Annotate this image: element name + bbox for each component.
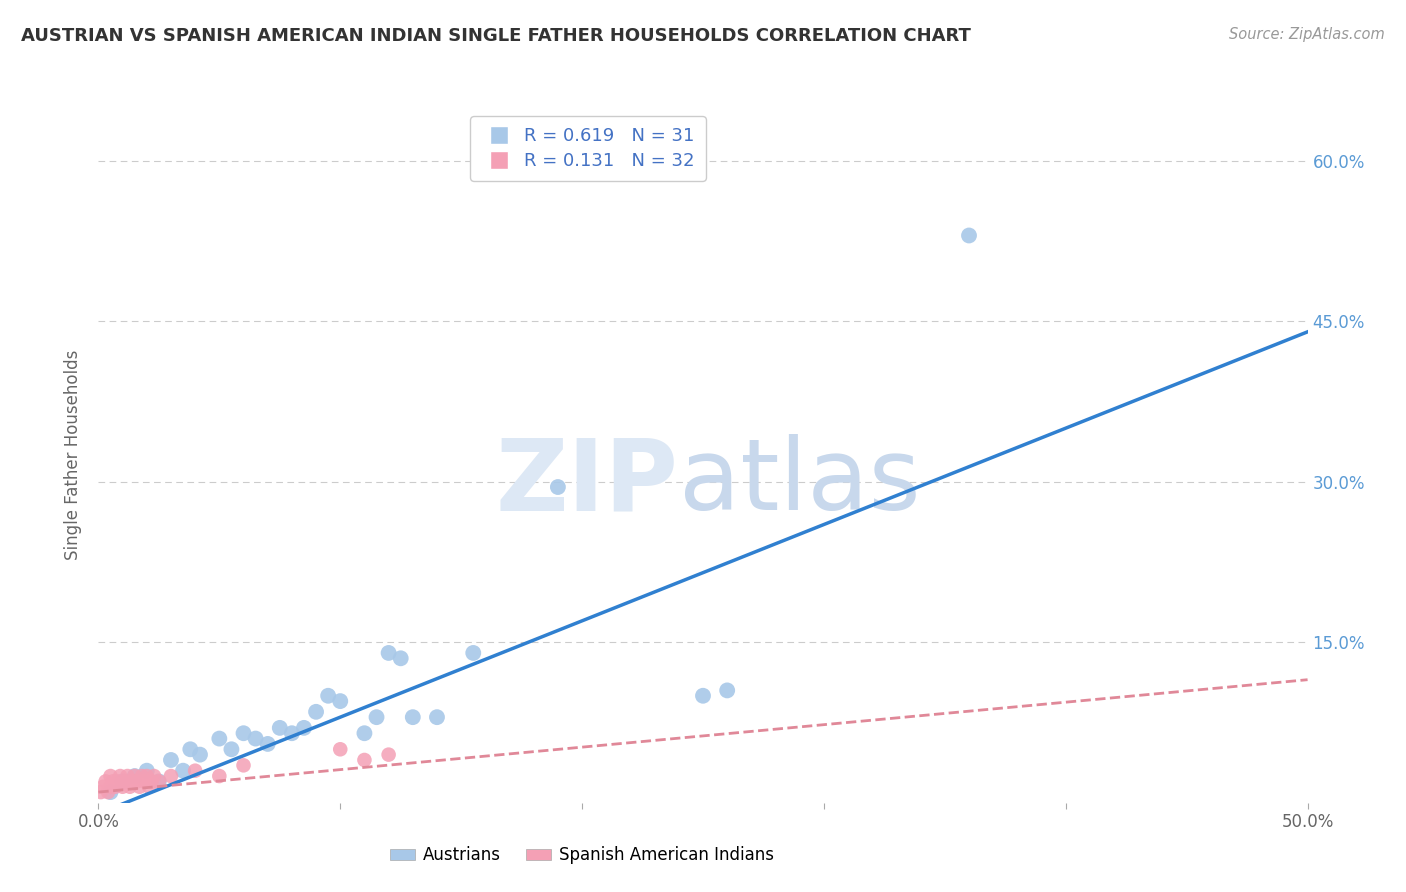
Point: [221, 742, 243, 756]
Point: [97, 785, 120, 799]
Point: [232, 726, 254, 740]
Point: [353, 753, 375, 767]
Point: [111, 780, 134, 794]
Point: [101, 774, 124, 789]
Point: [90, 785, 112, 799]
Point: [377, 747, 399, 762]
Point: [232, 758, 254, 772]
Point: [316, 689, 339, 703]
Point: [160, 769, 183, 783]
Point: [281, 726, 304, 740]
Point: [135, 764, 157, 778]
Point: [329, 742, 352, 756]
Text: atlas: atlas: [679, 434, 921, 532]
Point: [111, 774, 134, 789]
Point: [148, 774, 170, 789]
Point: [463, 646, 485, 660]
Point: [716, 683, 738, 698]
Text: ZIP: ZIP: [496, 434, 679, 532]
Text: AUSTRIAN VS SPANISH AMERICAN INDIAN SINGLE FATHER HOUSEHOLDS CORRELATION CHART: AUSTRIAN VS SPANISH AMERICAN INDIAN SING…: [21, 27, 972, 45]
Point: [245, 731, 267, 746]
Y-axis label: Single Father Households: Single Father Households: [65, 350, 83, 560]
Point: [143, 769, 166, 783]
Point: [426, 710, 449, 724]
Point: [547, 480, 569, 494]
Point: [188, 747, 211, 762]
Legend: Austrians, Spanish American Indians: Austrians, Spanish American Indians: [382, 839, 782, 871]
Point: [184, 764, 207, 778]
Point: [377, 646, 399, 660]
Point: [100, 769, 122, 783]
Point: [100, 780, 122, 794]
Point: [131, 769, 153, 783]
Point: [107, 774, 129, 789]
Point: [957, 228, 980, 243]
Point: [128, 780, 150, 794]
Point: [121, 774, 143, 789]
Point: [124, 769, 146, 783]
Point: [117, 769, 139, 783]
Point: [104, 780, 127, 794]
Point: [124, 769, 146, 783]
Point: [91, 780, 114, 794]
Point: [134, 774, 156, 789]
Point: [172, 764, 194, 778]
Point: [100, 785, 122, 799]
Point: [94, 774, 117, 789]
Point: [138, 780, 160, 794]
Point: [141, 774, 163, 789]
Point: [305, 705, 328, 719]
Point: [292, 721, 315, 735]
Point: [329, 694, 352, 708]
Point: [208, 731, 231, 746]
Point: [208, 769, 231, 783]
Point: [148, 774, 170, 789]
Text: Source: ZipAtlas.com: Source: ZipAtlas.com: [1229, 27, 1385, 42]
Point: [160, 753, 183, 767]
Point: [269, 721, 291, 735]
Point: [353, 726, 375, 740]
Point: [179, 742, 201, 756]
Point: [114, 774, 136, 789]
Point: [692, 689, 714, 703]
Point: [389, 651, 412, 665]
Point: [366, 710, 388, 724]
Point: [108, 769, 131, 783]
Point: [135, 769, 157, 783]
Point: [402, 710, 425, 724]
Point: [127, 774, 149, 789]
Point: [118, 780, 141, 794]
Point: [256, 737, 278, 751]
